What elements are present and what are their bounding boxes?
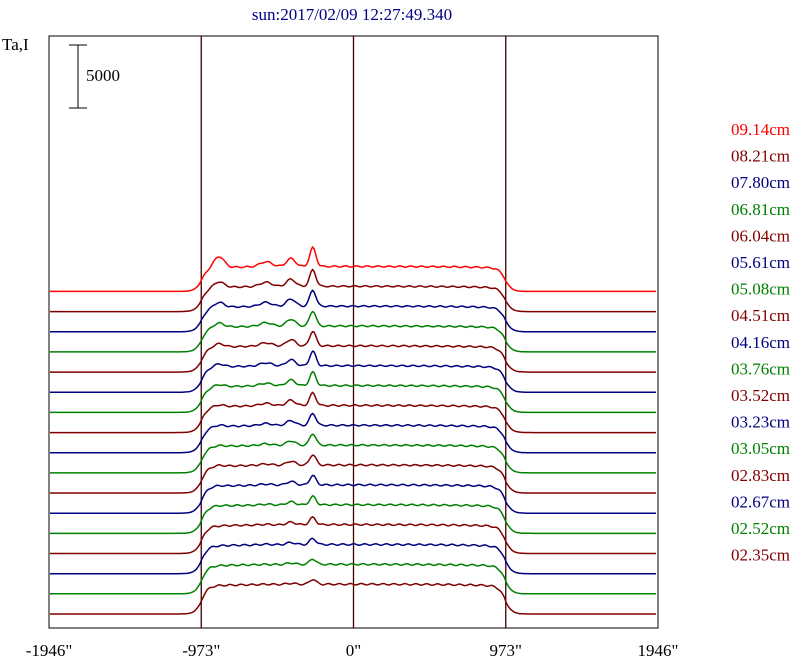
legend-entry: 05.08cm — [731, 280, 790, 299]
legend-entry: 02.35cm — [731, 546, 790, 565]
legend-entry: 03.23cm — [731, 413, 790, 432]
legend-entry: 03.05cm — [731, 439, 790, 458]
series-line — [50, 537, 656, 575]
series-line — [50, 433, 656, 474]
series-line — [50, 558, 656, 595]
series-line — [50, 391, 656, 434]
series-line — [50, 495, 656, 535]
series-line — [50, 454, 656, 494]
legend-entry: 02.67cm — [731, 492, 790, 511]
series-line — [50, 350, 656, 393]
scale-bar-label: 5000 — [86, 66, 120, 85]
legend-entry: 05.61cm — [731, 253, 790, 272]
x-tick-label: 0" — [346, 641, 361, 660]
scale-bar: 5000 — [69, 44, 120, 109]
legend-entry: 03.52cm — [731, 386, 790, 405]
legend-entry: 07.80cm — [731, 173, 790, 192]
legend-entry: 02.83cm — [731, 466, 790, 485]
legend-entry: 03.76cm — [731, 359, 790, 378]
legend-entry: 04.51cm — [731, 306, 790, 325]
x-tick-label: -973" — [182, 641, 220, 660]
series-line — [50, 310, 656, 353]
series-lines — [50, 245, 656, 615]
series-line — [50, 330, 656, 373]
x-tick-label: -1946" — [26, 641, 73, 660]
series-line — [50, 579, 656, 615]
legend-entry: 06.81cm — [731, 200, 790, 219]
limb-markers — [200, 36, 507, 628]
series-line — [50, 370, 656, 414]
legend-entry: 04.16cm — [731, 333, 790, 352]
series-line — [50, 474, 656, 514]
legend-entry: 02.52cm — [731, 519, 790, 538]
series-line — [50, 515, 656, 555]
legend-entry: 09.14cm — [731, 120, 790, 139]
x-tick-label: 1946" — [638, 641, 679, 660]
legend-entry: 06.04cm — [731, 226, 790, 245]
series-line — [50, 289, 656, 333]
series-line — [50, 245, 656, 293]
x-tick-label: 973" — [490, 641, 522, 660]
y-axis-label: Ta,I — [2, 35, 29, 54]
series-line — [50, 268, 656, 313]
chart-title: sun:2017/02/09 12:27:49.340 — [252, 5, 452, 24]
series-line — [50, 412, 656, 454]
legend-entry: 08.21cm — [731, 147, 790, 166]
legend: 09.14cm 08.21cm 07.80cm 06.81cm 06.04cm 05.61… — [731, 120, 790, 565]
x-tick-labels: -1946" -973" 0" 973" 1946" — [26, 641, 679, 660]
